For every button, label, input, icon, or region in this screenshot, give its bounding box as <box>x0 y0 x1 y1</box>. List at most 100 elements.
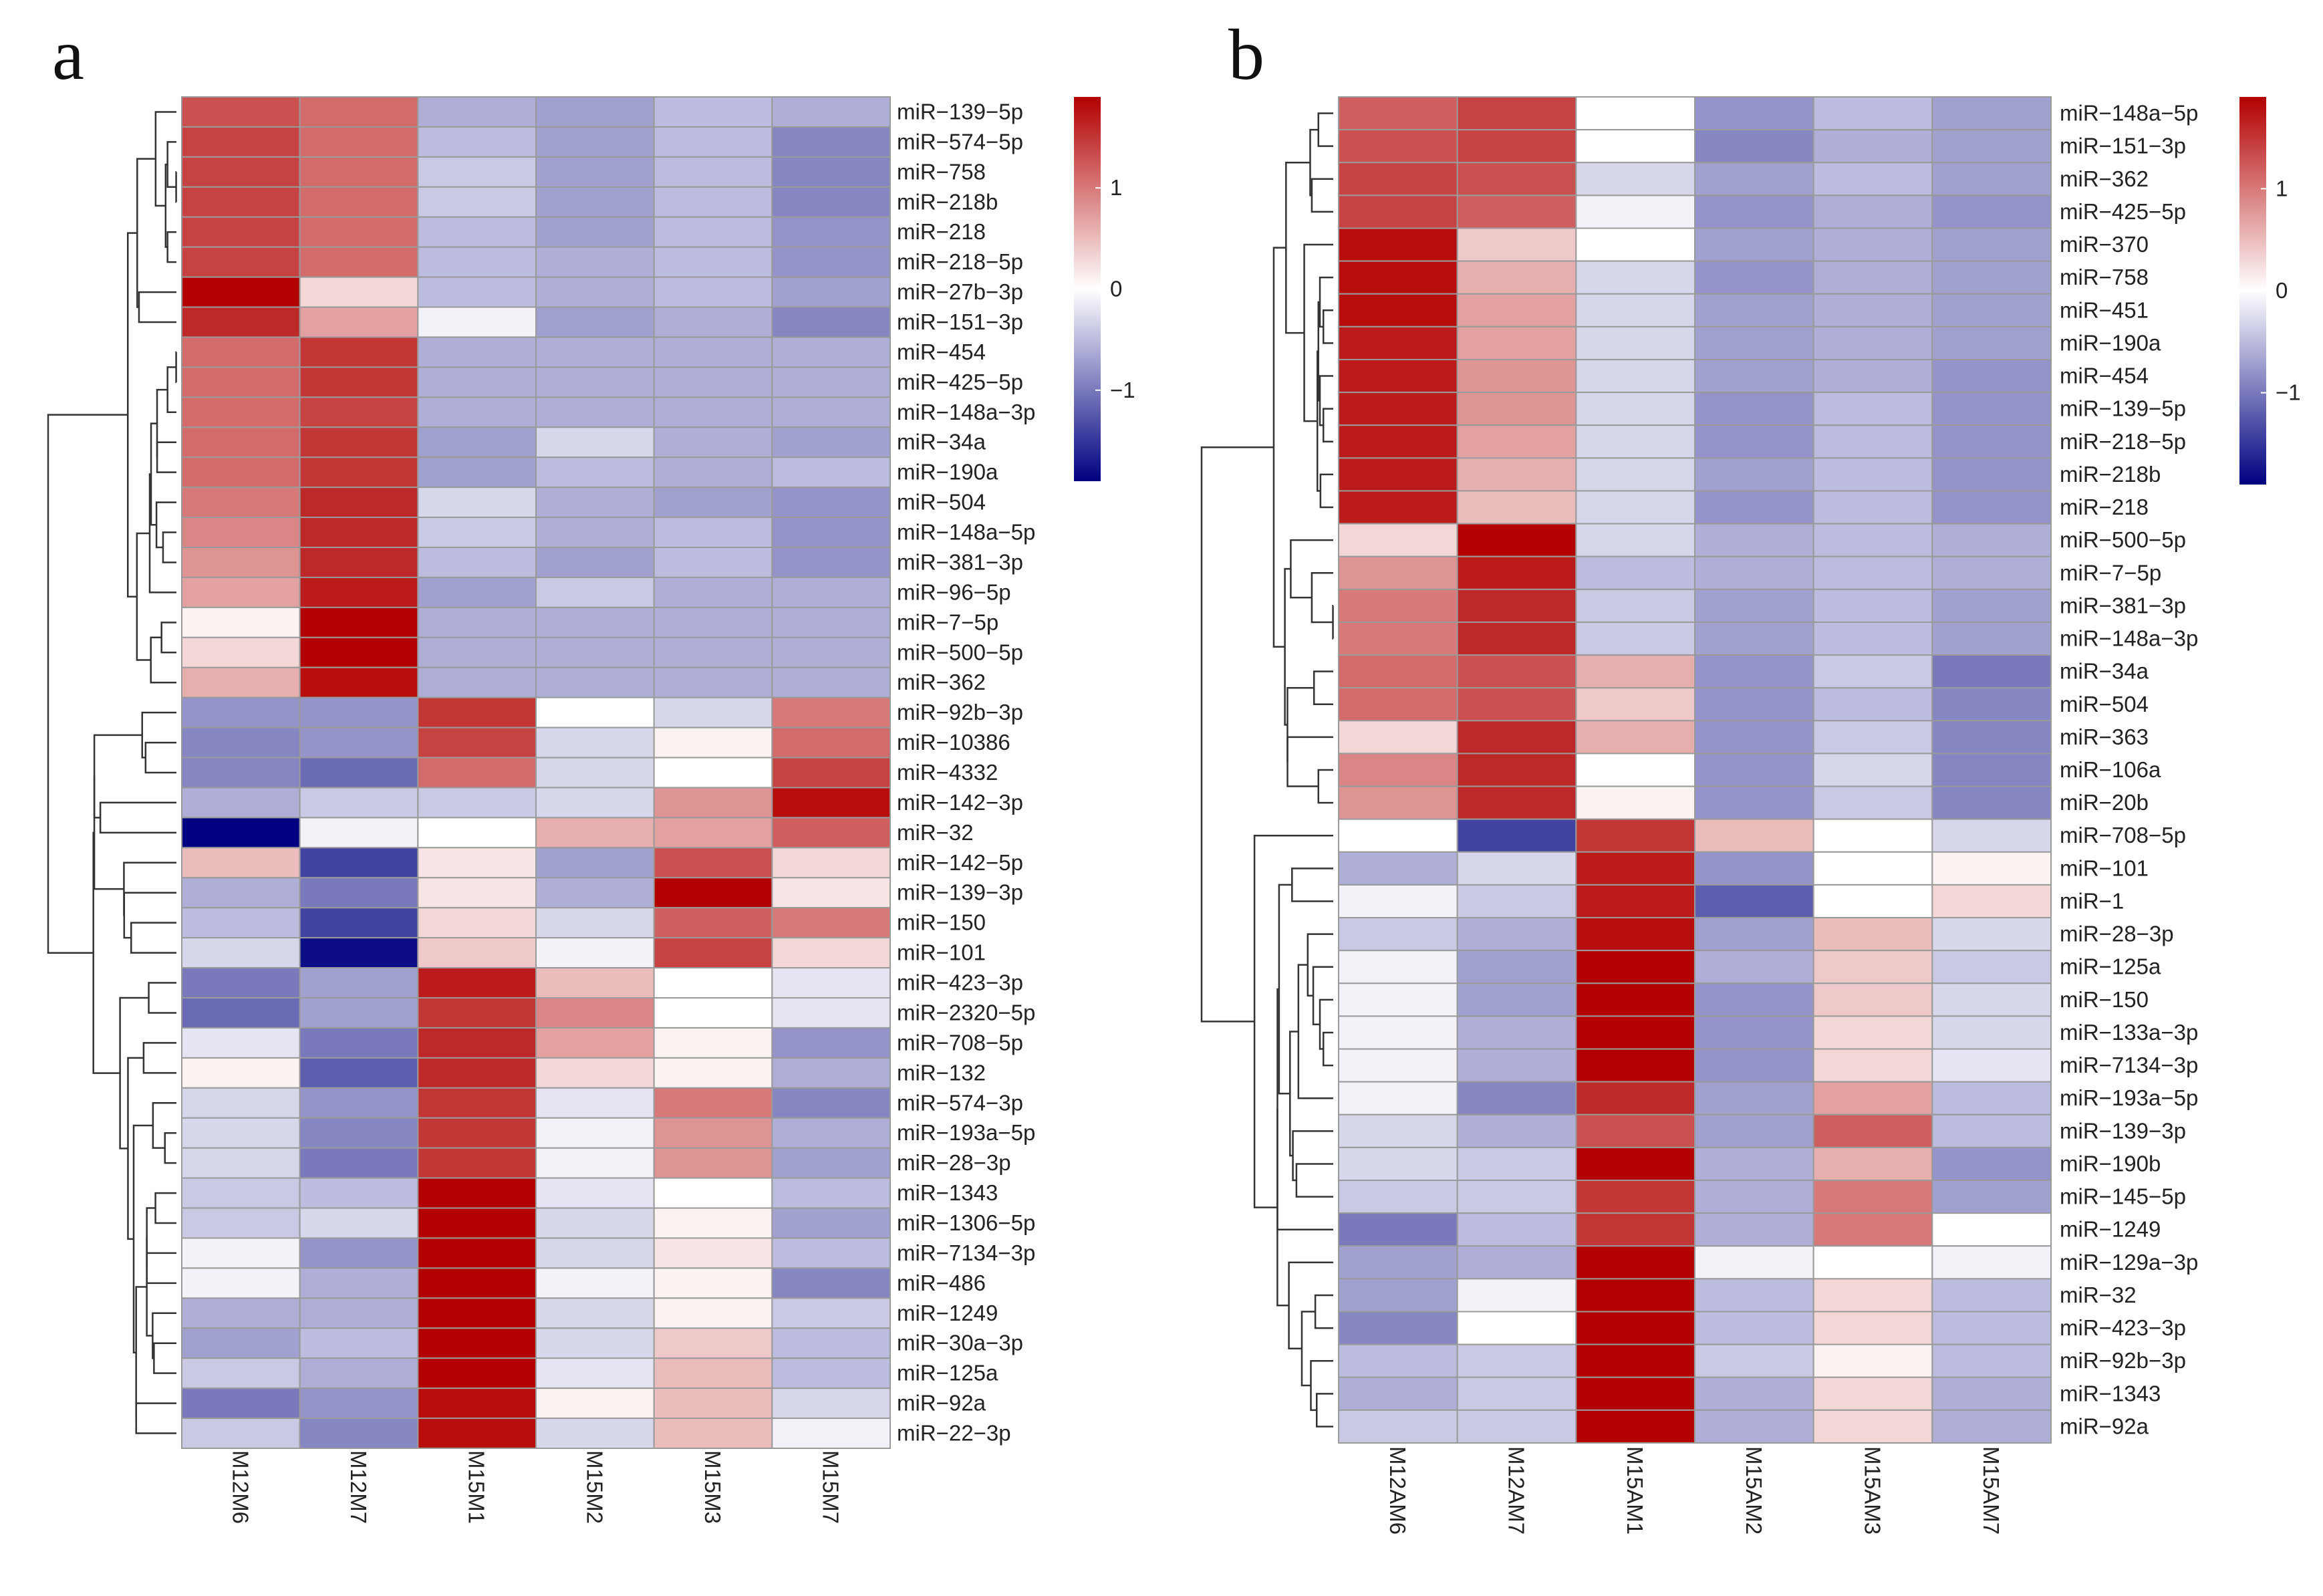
heatmap-cell <box>299 1117 419 1149</box>
row-label: miR−32 <box>897 820 974 845</box>
heatmap-cell <box>417 1418 537 1449</box>
column-label: M15M7 <box>819 1450 843 1524</box>
row-label: miR−193a−5p <box>897 1120 1035 1145</box>
heatmap-cell <box>535 456 655 489</box>
heatmap-cell <box>1456 555 1577 590</box>
dendrogram-branch <box>1313 670 1333 706</box>
heatmap-cell <box>1931 523 2052 557</box>
dendrogram-branch <box>1319 375 1333 426</box>
heatmap-cell <box>417 396 537 428</box>
heatmap-cell <box>417 1177 537 1209</box>
row-label: miR−7−5p <box>897 610 998 634</box>
heatmap-cell <box>653 997 773 1029</box>
heatmap-cell <box>299 726 419 759</box>
heatmap-cell <box>535 366 655 398</box>
heatmap-cell <box>1575 358 1695 394</box>
heatmap-cell <box>1931 1245 2052 1280</box>
heatmap-cell <box>1694 818 1814 853</box>
row-label: miR−10386 <box>897 730 1010 755</box>
dendrogram-branch <box>1322 408 1333 443</box>
heatmap-cell <box>181 1027 301 1059</box>
heatmap-cell <box>181 847 301 879</box>
heatmap-cell <box>1338 982 1458 1017</box>
heatmap-cell <box>181 636 301 668</box>
row-label: miR−34a <box>2060 659 2149 684</box>
dendrogram-branch <box>1317 112 1333 147</box>
heatmap-cell <box>1338 588 1458 623</box>
heatmap-cell <box>299 276 419 308</box>
heatmap-cell <box>181 456 301 489</box>
dendrogram-branch <box>164 1132 176 1164</box>
dendrogram-branch <box>1272 247 1286 648</box>
row-label: miR−139−3p <box>897 880 1023 905</box>
heatmap-cell <box>1812 851 1933 886</box>
heatmap-cell <box>1812 1015 1933 1050</box>
heatmap-cell <box>1812 1343 1933 1378</box>
column-label: M15AM2 <box>1742 1446 1766 1535</box>
heatmap-cell <box>1931 917 2052 952</box>
row-label: miR−151−3p <box>2060 134 2186 158</box>
row-label: miR−218−5p <box>2060 429 2186 454</box>
row-label: miR−7−5p <box>2060 560 2161 585</box>
heatmap-cell <box>771 306 892 338</box>
heatmap-cell <box>1931 1113 2052 1148</box>
heatmap-cell <box>181 517 301 548</box>
dendrogram-branch <box>1307 933 1333 996</box>
heatmap-cell <box>1338 917 1458 952</box>
heatmap-cell <box>299 907 419 939</box>
heatmap-cell <box>1694 325 1814 360</box>
heatmap-cell <box>771 426 892 458</box>
dendrogram-branch <box>152 1312 176 1359</box>
heatmap-cell <box>1694 720 1814 755</box>
heatmap-cell <box>1575 1180 1695 1214</box>
row-label: miR−758 <box>2060 265 2149 289</box>
heatmap-panel-a: miR−139−5p miR−574−5p miR−758 miR−218b miR−2… <box>47 96 1135 1524</box>
heatmap-cell <box>1338 358 1458 394</box>
heatmap-cell <box>771 126 892 158</box>
heatmap-cell <box>181 1387 301 1420</box>
heatmap-cell <box>417 847 537 879</box>
dendrogram-branch <box>130 922 176 954</box>
heatmap-cell <box>1812 392 1933 426</box>
dendrogram-branch <box>1286 736 1333 787</box>
heatmap-cell <box>1338 720 1458 755</box>
heatmap-cell <box>771 547 892 578</box>
heatmap-cell <box>1694 194 1814 229</box>
heatmap-cell <box>299 126 419 158</box>
heatmap-cell <box>1931 1180 2052 1214</box>
heatmap-cell <box>653 847 773 879</box>
heatmap-cell <box>535 216 655 248</box>
heatmap-cell <box>653 276 773 308</box>
heatmap-cell <box>181 1057 301 1089</box>
dendrogram-branch <box>1276 1108 1289 1307</box>
heatmap-cell <box>417 666 537 698</box>
row-label: miR−362 <box>2060 166 2149 191</box>
heatmap-cell <box>535 847 655 879</box>
dendrogram-branch <box>123 861 176 916</box>
heatmap-cell <box>1931 1146 2052 1182</box>
heatmap-cell <box>1338 129 1458 164</box>
heatmap-cell <box>1694 950 1814 984</box>
row-label: miR−125a <box>897 1361 998 1385</box>
heatmap-cell <box>1338 1212 1458 1247</box>
heatmap-cell <box>535 757 655 789</box>
heatmap-cell <box>653 1327 773 1359</box>
heatmap-cell <box>299 666 419 698</box>
heatmap-cell <box>181 1207 301 1239</box>
dendrogram-branch <box>160 622 176 654</box>
heatmap-cell <box>771 156 892 188</box>
heatmap-cell <box>535 396 655 428</box>
heatmap-cell <box>1338 1343 1458 1378</box>
heatmap-cell <box>653 1418 773 1449</box>
heatmap-cell <box>771 937 892 969</box>
heatmap-cell <box>1575 982 1695 1017</box>
heatmap-cell <box>535 1177 655 1209</box>
heatmap-cell <box>299 997 419 1029</box>
heatmap-cell <box>299 696 419 728</box>
heatmap-cells <box>181 96 892 1449</box>
heatmap-cell <box>653 937 773 969</box>
heatmap-cell <box>1338 753 1458 787</box>
heatmap-cell <box>535 1237 655 1269</box>
heatmap-cell <box>1456 687 1577 722</box>
heatmap-cell <box>1812 1409 1933 1444</box>
